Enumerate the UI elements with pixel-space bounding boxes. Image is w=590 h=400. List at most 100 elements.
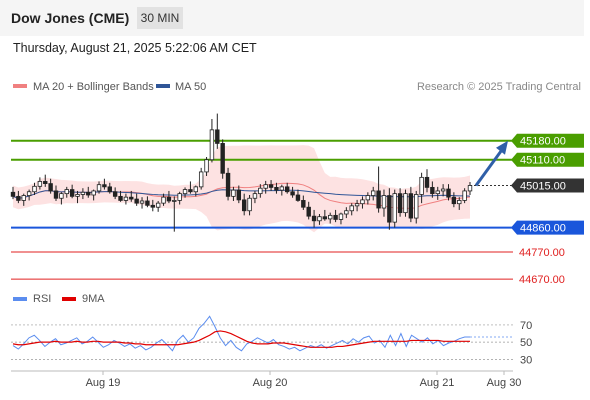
- candle-body: [188, 189, 193, 193]
- candle-body: [467, 185, 473, 192]
- x-axis: Aug 19 Aug 20 Aug 21 Aug 30: [86, 371, 521, 389]
- candle: [96, 181, 102, 194]
- candle-body: [365, 195, 371, 201]
- bollinger-band-fill: [13, 145, 470, 233]
- candle: [462, 188, 467, 204]
- candle-body: [139, 200, 145, 204]
- candle-body: [328, 214, 333, 220]
- legend-swatch-9ma: [62, 297, 76, 301]
- level-label-support: 44860.00: [520, 223, 566, 235]
- candle: [408, 186, 414, 223]
- legend-label-9ma: 9MA: [82, 293, 105, 305]
- header-bar: [0, 0, 584, 36]
- x-tick-label: Aug 21: [420, 377, 455, 389]
- rsi-tick-label: 30: [520, 354, 532, 366]
- candle: [387, 188, 392, 230]
- candle: [177, 191, 182, 205]
- rsi-line: [12, 315, 470, 352]
- level-tag-support: [511, 220, 584, 235]
- x-tick-label: Aug 20: [253, 377, 288, 389]
- candle: [263, 180, 268, 194]
- candle: [376, 166, 381, 213]
- level-tag-resistance: [511, 133, 584, 148]
- candle-body: [462, 190, 467, 201]
- candle: [440, 184, 446, 197]
- candle: [161, 193, 166, 206]
- candle-body: [198, 171, 204, 188]
- candle-body: [381, 195, 387, 209]
- candle-body: [102, 184, 107, 188]
- candle: [107, 182, 112, 194]
- candle-body: [10, 191, 16, 197]
- candle: [37, 177, 43, 190]
- candle-body: [371, 190, 376, 196]
- candle-body: [209, 129, 215, 161]
- candle-body: [333, 214, 338, 220]
- candle: [301, 195, 306, 210]
- candle-body: [182, 189, 188, 195]
- candle: [86, 186, 91, 198]
- candle: [64, 186, 69, 198]
- candle-body: [21, 195, 26, 201]
- candle: [435, 186, 440, 200]
- candle-body: [64, 189, 69, 195]
- candle-body: [69, 189, 75, 197]
- level-label-resistance: 45110.00: [520, 155, 565, 167]
- candle-body: [354, 203, 360, 207]
- candle: [252, 190, 258, 204]
- candle-body: [16, 195, 21, 201]
- candle-body: [91, 190, 96, 196]
- candle: [225, 167, 231, 201]
- candle: [333, 209, 338, 223]
- candle: [215, 113, 220, 149]
- candle-body: [295, 194, 301, 201]
- candle-body: [161, 196, 166, 204]
- candle: [129, 190, 134, 202]
- candle: [247, 195, 252, 216]
- candle: [306, 201, 311, 220]
- candle-body: [26, 191, 32, 196]
- timeframe-button[interactable]: 30 MIN: [137, 7, 183, 29]
- candle: [451, 192, 457, 208]
- candle: [75, 190, 80, 204]
- candle-body: [360, 199, 365, 205]
- level-label-resistance: 45180.00: [520, 136, 566, 148]
- legend-label-ma20: MA 20 + Bollinger Bands: [33, 81, 154, 93]
- candle: [322, 209, 328, 221]
- candle-body: [193, 186, 198, 193]
- candle-body: [440, 188, 446, 192]
- candle-body: [322, 216, 328, 220]
- candle-body: [274, 186, 279, 191]
- candle: [155, 200, 161, 212]
- candle: [457, 197, 462, 210]
- candle-body: [252, 193, 258, 199]
- candle: [392, 189, 397, 228]
- candle-body: [215, 129, 220, 144]
- report-datetime: Thursday, August 21, 2025 5:22:06 AM CET: [13, 41, 257, 55]
- levels-layer: [11, 139, 513, 280]
- candle: [430, 181, 435, 198]
- instrument-title: Dow Jones (CME): [11, 10, 130, 26]
- candle-body: [32, 185, 37, 193]
- candle: [209, 119, 215, 163]
- candle: [365, 192, 371, 205]
- candle-body: [419, 176, 424, 195]
- bollinger-band-layer: [13, 145, 470, 233]
- candle: [317, 214, 322, 225]
- candle-body: [225, 172, 231, 197]
- candle-body: [145, 200, 150, 206]
- candle: [279, 184, 285, 196]
- candle: [446, 184, 451, 201]
- legend-swatch-ma50: [156, 84, 170, 88]
- candle-body: [457, 200, 462, 205]
- candle: [43, 174, 48, 187]
- candle-body: [59, 193, 64, 199]
- candle: [354, 199, 360, 212]
- candle: [10, 186, 16, 200]
- candle: [80, 188, 86, 200]
- candle: [467, 181, 473, 195]
- candle-body: [134, 198, 139, 204]
- projection-arrow: [474, 148, 504, 187]
- candle-body: [80, 191, 86, 195]
